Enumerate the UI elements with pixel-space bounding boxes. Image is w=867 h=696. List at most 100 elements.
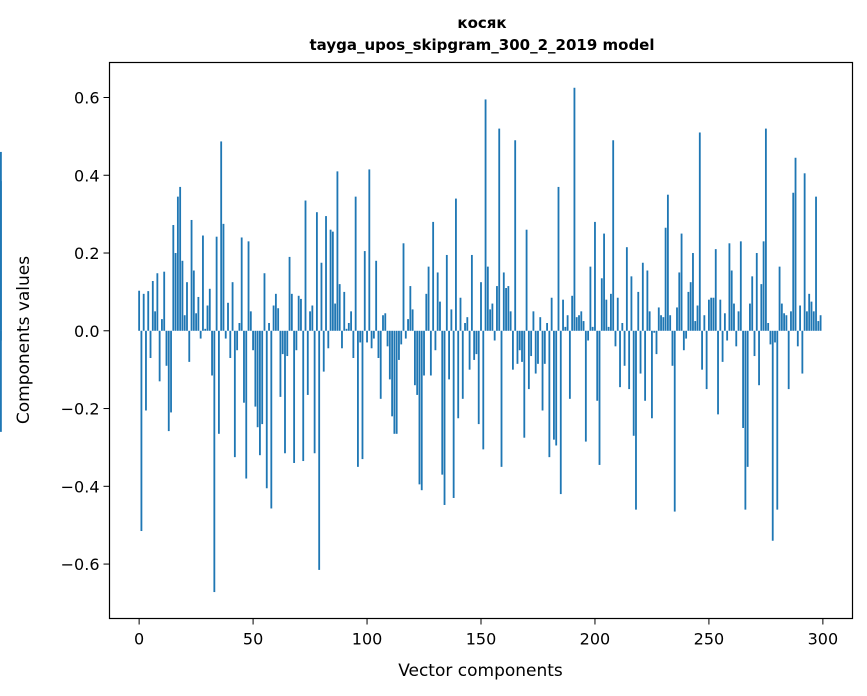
bar	[233, 330, 236, 458]
bar	[646, 270, 649, 331]
bar	[737, 311, 740, 331]
bar	[256, 330, 259, 428]
bar	[186, 282, 188, 331]
bar	[546, 323, 548, 331]
bar	[238, 323, 241, 331]
bar	[678, 272, 681, 331]
bar	[559, 330, 562, 495]
bar	[252, 330, 254, 351]
bar	[336, 171, 339, 331]
bar	[215, 236, 218, 331]
bar	[664, 227, 667, 331]
bar	[662, 317, 665, 331]
y-tick-label: 0.2	[74, 244, 99, 263]
bar	[0, 330, 2, 341]
bar	[735, 330, 738, 347]
bar	[379, 330, 382, 399]
bar	[557, 186, 560, 331]
bar	[265, 330, 268, 489]
bar	[726, 330, 729, 341]
bar	[799, 305, 801, 331]
bar	[783, 313, 786, 331]
bar	[680, 233, 683, 331]
bar	[429, 330, 432, 376]
bar	[587, 330, 590, 341]
bar	[170, 330, 172, 413]
bar	[742, 330, 745, 428]
bar	[183, 315, 186, 331]
bar	[286, 330, 289, 357]
bar	[154, 311, 156, 331]
bar	[213, 330, 216, 593]
bar	[518, 330, 521, 351]
bar	[247, 241, 250, 331]
bar	[484, 99, 487, 331]
bar	[311, 305, 314, 331]
bar	[361, 330, 364, 460]
bar	[409, 286, 412, 331]
bar	[710, 297, 713, 331]
bar	[790, 311, 792, 331]
bar	[261, 330, 264, 425]
bar	[411, 309, 414, 331]
bar	[343, 291, 346, 331]
bar	[363, 251, 366, 331]
bar	[441, 330, 444, 475]
bar	[648, 311, 651, 331]
bar	[575, 317, 578, 331]
y-axis-ticks: −0.6 −0.4 −0.2 0.0 0.2 0.4 0.6	[61, 88, 110, 574]
bar	[142, 293, 145, 331]
bar	[796, 330, 799, 347]
bar	[764, 128, 767, 331]
bar	[443, 330, 446, 505]
bar	[712, 297, 715, 331]
bar	[671, 330, 674, 366]
bar	[673, 330, 676, 512]
bar	[0, 330, 2, 432]
bar	[357, 330, 359, 467]
bar	[543, 330, 546, 364]
bar	[211, 330, 213, 376]
bar	[525, 229, 528, 331]
bar	[553, 330, 555, 440]
bar	[322, 330, 325, 372]
bar	[698, 132, 701, 331]
bar	[630, 276, 633, 331]
bar	[309, 311, 311, 331]
bar	[719, 299, 722, 331]
bar	[514, 140, 517, 331]
chart-title: косяк	[457, 14, 506, 32]
bar	[448, 330, 450, 380]
bar	[270, 330, 273, 509]
bar	[489, 309, 492, 331]
bar	[274, 293, 277, 331]
x-tick-label: 0	[134, 630, 144, 649]
bar	[596, 330, 599, 401]
bar	[703, 315, 706, 331]
bar	[151, 281, 154, 331]
bar	[386, 330, 389, 347]
bar	[320, 262, 323, 331]
bar	[628, 330, 631, 390]
bar	[758, 330, 760, 386]
bar	[733, 303, 735, 331]
x-tick-label: 50	[243, 630, 263, 649]
bar	[140, 330, 143, 532]
y-tick-label: 0.4	[74, 166, 99, 185]
bar	[418, 330, 421, 485]
bar	[318, 330, 321, 570]
bar	[393, 330, 396, 434]
bar	[366, 330, 368, 343]
bar	[347, 323, 350, 331]
bar	[507, 286, 510, 331]
bar	[227, 302, 229, 331]
bar	[812, 311, 815, 331]
bar	[400, 330, 403, 345]
bar	[751, 276, 754, 331]
x-axis-ticks: 0 50 100 150 200 250 300	[134, 618, 838, 649]
bar	[717, 330, 719, 415]
bar	[806, 311, 808, 331]
bar	[584, 330, 587, 442]
bar	[167, 330, 170, 432]
bar	[644, 330, 647, 401]
